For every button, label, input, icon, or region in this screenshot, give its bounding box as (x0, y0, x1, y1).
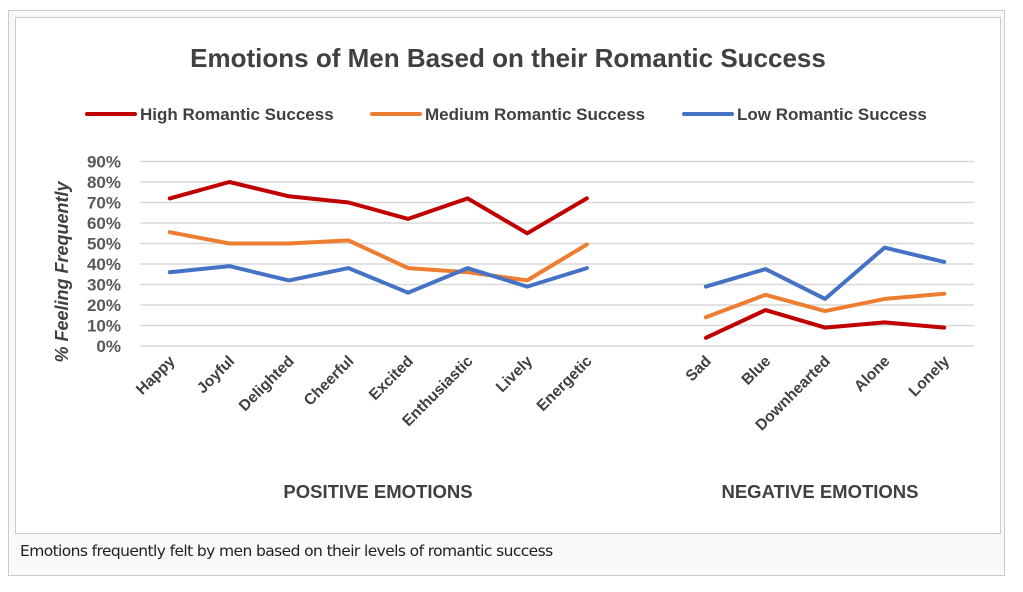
y-tick-label: 90% (87, 153, 121, 172)
category-label: Alone (851, 353, 894, 396)
category-label: Happy (133, 353, 179, 399)
series-line-low-romantic-success (703, 245, 947, 301)
y-axis-label: % Feeling Frequently (52, 180, 72, 362)
group-label-positive: POSITIVE EMOTIONS (283, 481, 472, 502)
figure-image-box (15, 17, 1001, 534)
group-label-negative: NEGATIVE EMOTIONS (721, 481, 918, 502)
legend-label: High Romantic Success (140, 105, 334, 124)
category-label: Joyful (194, 353, 238, 397)
series-line-medium-romantic-success (167, 230, 589, 283)
y-tick-label: 10% (87, 317, 121, 336)
legend: High Romantic Success Medium Romantic Suc… (85, 105, 927, 124)
y-tick-label: 0% (96, 337, 121, 356)
series-line-low-romantic-success (167, 264, 589, 295)
series-line-medium-romantic-success (703, 291, 947, 320)
legend-label: Medium Romantic Success (425, 105, 645, 124)
y-tick-label: 80% (87, 173, 121, 192)
series-line-high-romantic-success (703, 308, 947, 340)
y-axis-ticks: 0%10% 20%30% 40%50% 60%70% 80%90% (87, 153, 121, 357)
y-tick-label: 30% (87, 276, 121, 295)
y-tick-label: 20% (87, 296, 121, 315)
category-label: Lonely (906, 353, 954, 401)
category-label: Energetic (534, 353, 596, 415)
figure-caption: Emotions frequently felt by men based on… (20, 542, 553, 560)
legend-label: Low Romantic Success (737, 105, 927, 124)
category-label: Delighted (236, 353, 298, 415)
category-label: Blue (739, 353, 775, 389)
y-tick-label: 50% (87, 235, 121, 254)
category-label: Cheerful (301, 353, 357, 409)
y-tick-label: 70% (87, 194, 121, 213)
series-lines (167, 180, 947, 340)
chart-title: Emotions of Men Based on their Romantic … (190, 43, 826, 73)
series-line-high-romantic-success (167, 180, 589, 236)
y-tick-label: 60% (87, 214, 121, 233)
y-tick-label: 40% (87, 255, 121, 274)
category-label: Excited (366, 353, 417, 404)
category-label: Lively (493, 353, 536, 396)
category-label: Sad (683, 353, 715, 385)
